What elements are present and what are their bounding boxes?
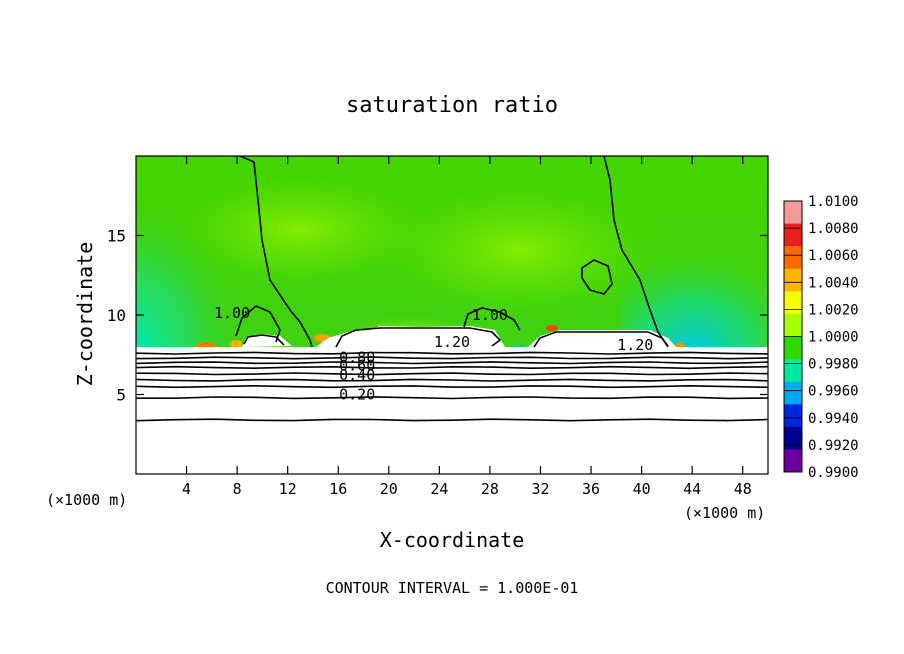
contour-line-1.00-center — [463, 307, 521, 331]
contour-line-layer — [136, 384, 768, 389]
chart-title: saturation ratio — [346, 93, 558, 118]
contour-label: 0.40 — [339, 366, 375, 384]
colorbar-label: 0.9980 — [808, 357, 859, 373]
colorbar-swatch — [784, 359, 802, 383]
colorbar-swatch — [784, 449, 802, 473]
colorbar-label: 0.9940 — [808, 411, 859, 427]
x-tick-label: 8 — [233, 480, 242, 498]
contour-interval-note: CONTOUR INTERVAL = 1.000E-01 — [326, 579, 579, 597]
contour-label: 1.00 — [214, 304, 250, 322]
x-axis-ticks: 4 8 12 16 20 24 28 32 36 40 44 48 — [182, 156, 752, 498]
y-tick-label: 10 — [107, 306, 126, 325]
contour-line-1.20-right — [533, 331, 669, 348]
x-unit-left: (×1000 m) — [46, 491, 127, 509]
contour-label: 0.20 — [339, 385, 375, 403]
contour-line-layer — [136, 365, 768, 370]
contour-line-layer — [136, 378, 768, 382]
contour-line-layer — [136, 372, 768, 376]
colorbar: 1.0100 1.0080 1.0060 1.0040 1.0020 1.0000 0.99… — [783, 194, 859, 481]
contour-line-1.00-left-loop — [235, 305, 281, 343]
contour-label: 1.00 — [472, 306, 508, 324]
cloud-region — [242, 334, 292, 347]
colorbar-label: 1.0080 — [808, 221, 859, 237]
layer-contours — [136, 351, 768, 422]
colorbar-label: 0.9960 — [808, 384, 859, 400]
y-tick-label: 5 — [116, 386, 126, 405]
colorbar-swatch — [784, 268, 802, 292]
contour-labels: 1.00 1.001.20 1.200.800.600.400.20 — [214, 304, 653, 403]
cloud-regions — [242, 326, 676, 347]
warm-speck — [230, 340, 242, 348]
cloud-region — [528, 330, 676, 347]
colorbar-label: 1.0060 — [808, 248, 859, 264]
x-tick-label: 28 — [481, 480, 499, 498]
x-tick-label: 36 — [582, 480, 600, 498]
x-tick-label: 16 — [329, 480, 347, 498]
x-unit-right: (×1000 m) — [684, 504, 765, 522]
field-light-region — [370, 180, 670, 320]
contour-line-1.00-right-loop — [581, 259, 613, 295]
x-tick-label: 40 — [633, 480, 651, 498]
contour-label: 1.20 — [434, 333, 470, 351]
x-tick-label: 4 — [182, 480, 191, 498]
contour-line-layer — [136, 396, 768, 400]
colorbar-label: 1.0000 — [808, 330, 859, 346]
colorbar-swatch — [784, 291, 802, 315]
colorbar-swatch — [784, 313, 802, 337]
contour-label: 0.80 — [339, 349, 375, 367]
colorbar-label: 0.9900 — [808, 465, 859, 481]
colorbar-swatch — [784, 336, 802, 360]
contour-line-layer — [136, 351, 768, 355]
contour-line-1.20-left — [243, 334, 285, 346]
colorbar-swatch — [784, 404, 802, 428]
x-axis-label: X-coordinate — [380, 528, 525, 552]
x-tick-label: 32 — [531, 480, 549, 498]
x-tick-label: 48 — [734, 480, 752, 498]
y-tick-label: 15 — [107, 227, 126, 246]
colorbar-label: 0.9920 — [808, 438, 859, 454]
colorbar-swatch — [784, 201, 802, 225]
colorbar-label: 1.0020 — [808, 302, 859, 318]
x-tick-label: 12 — [279, 480, 297, 498]
y-axis-ticks: 5 10 15 — [107, 227, 768, 405]
contour-line-1.00-left — [239, 156, 313, 348]
colorbar-swatch — [784, 223, 802, 247]
cloud-region — [316, 326, 505, 347]
colorbar-label: 1.0100 — [808, 194, 859, 210]
contour-line-layer — [136, 361, 768, 365]
y-axis-label: Z-coordinate — [73, 242, 97, 387]
warm-speck — [546, 325, 558, 331]
contour-line-layer — [136, 356, 768, 360]
x-tick-label: 20 — [380, 480, 398, 498]
cyan-region-left — [136, 200, 246, 348]
colorbar-label: 1.0040 — [808, 275, 859, 291]
colorbar-swatch — [784, 381, 802, 405]
contour-line-1.00-right — [603, 156, 669, 348]
contour-label: 1.20 — [617, 336, 653, 354]
x-tick-label: 24 — [430, 480, 448, 498]
contour-line-1.20-center — [335, 327, 502, 348]
colorbar-swatch — [784, 246, 802, 270]
x-tick-label: 44 — [683, 480, 701, 498]
plot-area — [136, 156, 768, 474]
colorbar-swatch — [784, 426, 802, 450]
contour-label: 0.60 — [339, 357, 375, 375]
contour-line-layer — [136, 418, 768, 422]
